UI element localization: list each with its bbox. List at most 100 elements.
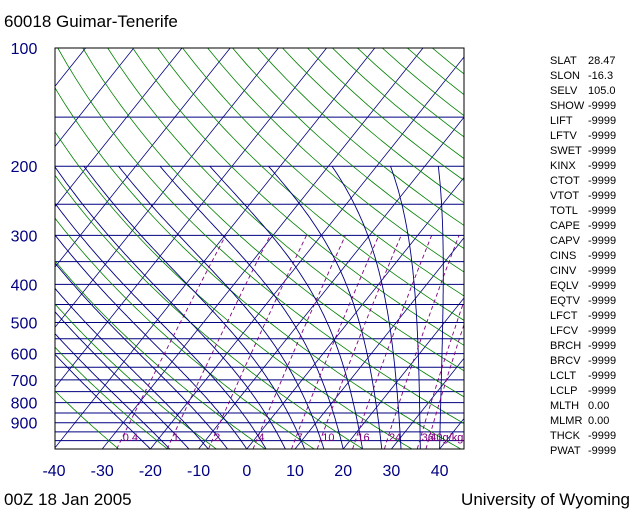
dry-adiabat-line — [107, 48, 464, 372]
index-row: VTOT -9999 — [550, 189, 616, 204]
moist-adiabat-line — [331, 165, 402, 449]
moist-adiabat-line — [55, 202, 267, 449]
index-row: TOTL -9999 — [550, 204, 616, 219]
index-row: SLON -16.3 — [550, 69, 616, 84]
pressure-tick-label: 800 — [11, 396, 38, 413]
index-name: CINV — [550, 265, 577, 277]
index-name: KINX — [550, 160, 576, 172]
mixing-ratio-label: 40g/kg — [430, 432, 463, 444]
index-row: LCLP -9999 — [550, 384, 616, 399]
index-name: SELV — [550, 85, 578, 97]
index-name: CAPV — [550, 235, 580, 247]
index-name: EQTV — [550, 295, 580, 307]
moist-adiabat-line — [209, 165, 363, 449]
index-value: -9999 — [588, 190, 617, 202]
index-value: -9999 — [588, 370, 617, 382]
mixing-ratio-label: 24 — [389, 432, 401, 444]
index-name: BRCV — [550, 355, 581, 367]
moist-adiabat-line — [390, 166, 421, 449]
index-name: LIFT — [550, 115, 573, 127]
index-name: SWET — [550, 145, 582, 157]
dry-adiabat-line — [182, 48, 464, 297]
dry-adiabat-line — [57, 48, 464, 424]
index-row: SHOW -9999 — [550, 99, 616, 114]
isotherm-line — [55, 48, 279, 328]
pressure-tick-label: 300 — [11, 228, 38, 245]
index-row: CAPE -9999 — [550, 219, 616, 234]
dry-adiabat-line — [82, 48, 464, 398]
index-row: EQTV -9999 — [550, 294, 616, 309]
index-name: LFCT — [550, 310, 578, 322]
pressure-tick-label: 600 — [11, 347, 38, 364]
index-name: BRCH — [550, 340, 582, 352]
index-value: -9999 — [588, 325, 617, 337]
mixing-ratio-label: 10 — [322, 432, 334, 444]
index-value: -9999 — [588, 100, 617, 112]
temperature-tick-labels: -40 -30 -20 -10 0 10 20 30 40 — [42, 463, 448, 480]
pressure-tick-label: 400 — [11, 277, 38, 294]
index-row: CINV -9999 — [550, 264, 616, 279]
dry-adiabat-line — [55, 131, 413, 449]
moist-adiabat-line — [55, 234, 248, 449]
pressure-tick-label: 500 — [11, 315, 38, 332]
moist-adiabat-line — [83, 165, 306, 449]
mixing-ratio-line — [208, 235, 307, 449]
index-name: SLAT — [550, 55, 577, 67]
isotherm-line — [55, 48, 183, 208]
index-row: KINX -9999 — [550, 159, 616, 174]
index-row: MLMR 0.00 — [550, 414, 616, 429]
mixing-ratio-line — [416, 299, 464, 449]
moist-adiabat-line — [55, 311, 190, 449]
mixing-ratio-line — [383, 235, 460, 449]
isotherm-line — [55, 48, 231, 268]
index-name: LCLT — [550, 370, 577, 382]
index-value: -9999 — [588, 430, 617, 442]
index-value: 0.00 — [588, 415, 610, 427]
moist-adiabat-line — [55, 262, 228, 449]
isotherm-line — [55, 48, 135, 148]
dry-adiabat-line — [55, 390, 119, 449]
index-value: -9999 — [588, 355, 617, 367]
index-row: MLTH 0.00 — [550, 399, 616, 414]
index-row: PWAT -9999 — [550, 444, 616, 459]
index-value: -16.3 — [588, 70, 614, 82]
index-name: LCLP — [550, 385, 578, 397]
moist-adiabat-line — [55, 287, 209, 449]
index-row: SWET -9999 — [550, 144, 616, 159]
index-row: SLAT 28.47 — [550, 54, 616, 69]
moist-adiabat-line — [55, 353, 151, 449]
temperature-tick-label: -40 — [42, 463, 65, 480]
isotherm-line — [55, 48, 376, 449]
moist-adiabat-line — [118, 165, 325, 449]
mixing-ratio-label: 16 — [357, 432, 369, 444]
plot-frame — [54, 47, 465, 450]
mixing-ratio-label: 4 — [258, 432, 264, 444]
index-value: -9999 — [588, 310, 617, 322]
chart-grid — [55, 48, 464, 449]
temperature-tick-label: -30 — [91, 463, 114, 480]
moist-adiabat-line — [268, 165, 383, 449]
index-name: LFCV — [550, 325, 579, 337]
pressure-tick-labels: 100 200 300 400 500 600 700 800 900 — [11, 41, 38, 433]
index-name: THCK — [550, 430, 580, 442]
temperature-tick-label: 20 — [334, 463, 352, 480]
dry-adiabat-line — [55, 346, 168, 449]
index-value: -9999 — [588, 385, 617, 397]
index-value: -9999 — [588, 250, 617, 262]
isotherm-line — [391, 357, 464, 449]
mixing-ratio-line — [291, 235, 380, 449]
index-value: 28.47 — [588, 55, 616, 67]
index-row: CAPV -9999 — [550, 234, 616, 249]
index-row: CINS -9999 — [550, 249, 616, 264]
temperature-tick-label: -10 — [187, 463, 210, 480]
mixing-ratio-label: 0.4 — [123, 432, 138, 444]
index-name: CAPE — [550, 220, 580, 232]
mixing-ratio-label: 2 — [214, 432, 220, 444]
index-name: SLON — [550, 70, 580, 82]
index-value: -9999 — [588, 130, 617, 142]
dry-adiabat-line — [132, 48, 464, 346]
mixing-ratio-label: 1 — [173, 432, 179, 444]
index-row: LIFT -9999 — [550, 114, 616, 129]
index-value: 105.0 — [588, 85, 616, 97]
